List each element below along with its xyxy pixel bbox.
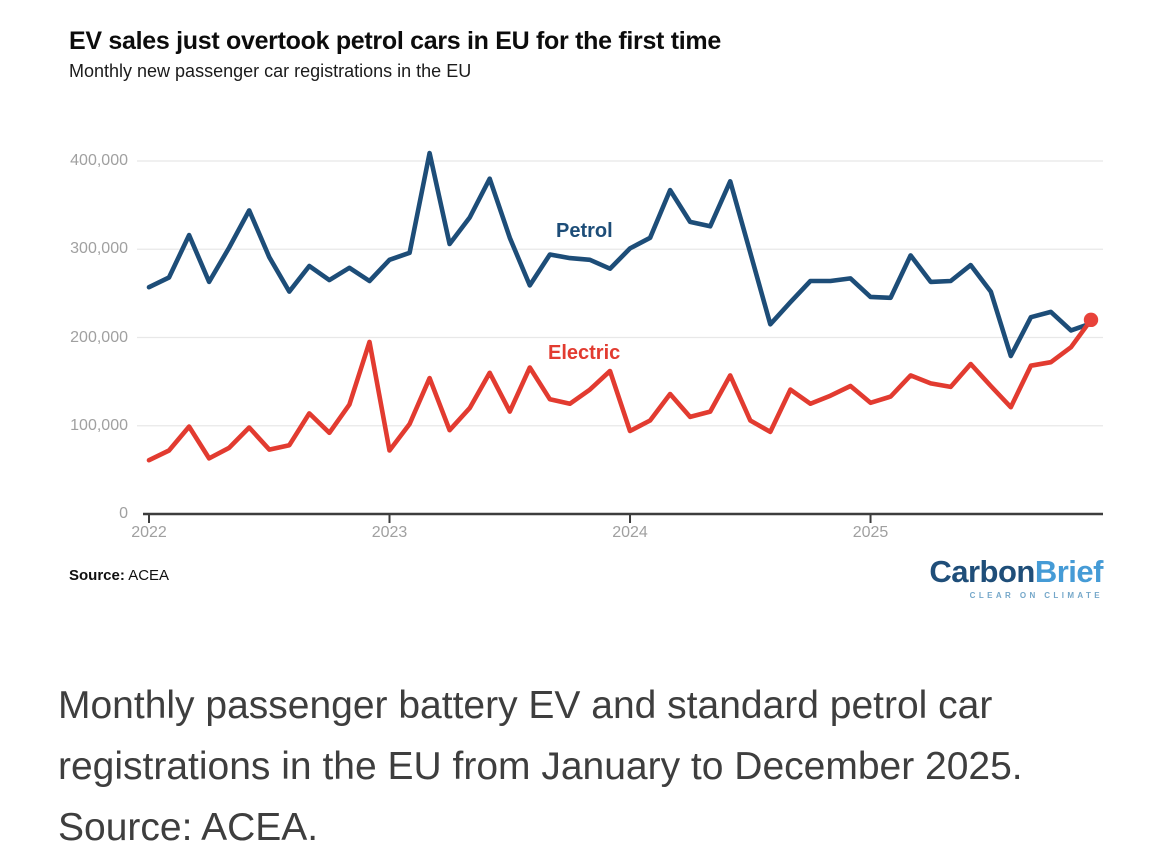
logo-part-brief: Brief <box>1034 554 1104 589</box>
x-axis-tick-label: 2022 <box>131 524 167 541</box>
y-axis-tick-label: 400,000 <box>70 152 128 169</box>
y-axis-tick-label: 300,000 <box>70 240 128 258</box>
chart-title: EV sales just overtook petrol cars in EU… <box>69 27 721 55</box>
x-axis-tick-label: 2023 <box>371 524 408 541</box>
source-line: Source: ACEA <box>69 567 169 584</box>
electric-end-dot <box>1083 312 1099 328</box>
carbonbrief-logo-wordmark: CarbonBrief <box>929 556 1103 587</box>
source-label: Source: <box>69 567 125 584</box>
petrol-series-label: Petrol <box>556 220 613 242</box>
logo-part-carbon: Carbon <box>929 554 1035 589</box>
petrol-line <box>146 150 1094 359</box>
x-axis-tick-label: 2025 <box>852 524 889 541</box>
y-axis-tick-label: 200,000 <box>70 328 128 346</box>
electric-line <box>146 317 1094 463</box>
chart-subtitle: Monthly new passenger car registrations … <box>69 61 472 81</box>
image-caption: Monthly passenger battery EV and standar… <box>58 684 1023 849</box>
line-chart-canvas <box>137 150 1103 523</box>
carbonbrief-logo: CarbonBrief CLEAR ON CLIMATE <box>929 556 1103 600</box>
y-axis-tick-label: 0 <box>119 505 128 522</box>
electric-series-label: Electric <box>548 342 621 364</box>
logo-tagline: CLEAR ON CLIMATE <box>969 591 1103 600</box>
x-axis-tick-label: 2024 <box>612 524 648 541</box>
source-value: ACEA <box>128 567 170 584</box>
y-axis-tick-label: 100,000 <box>70 416 128 434</box>
